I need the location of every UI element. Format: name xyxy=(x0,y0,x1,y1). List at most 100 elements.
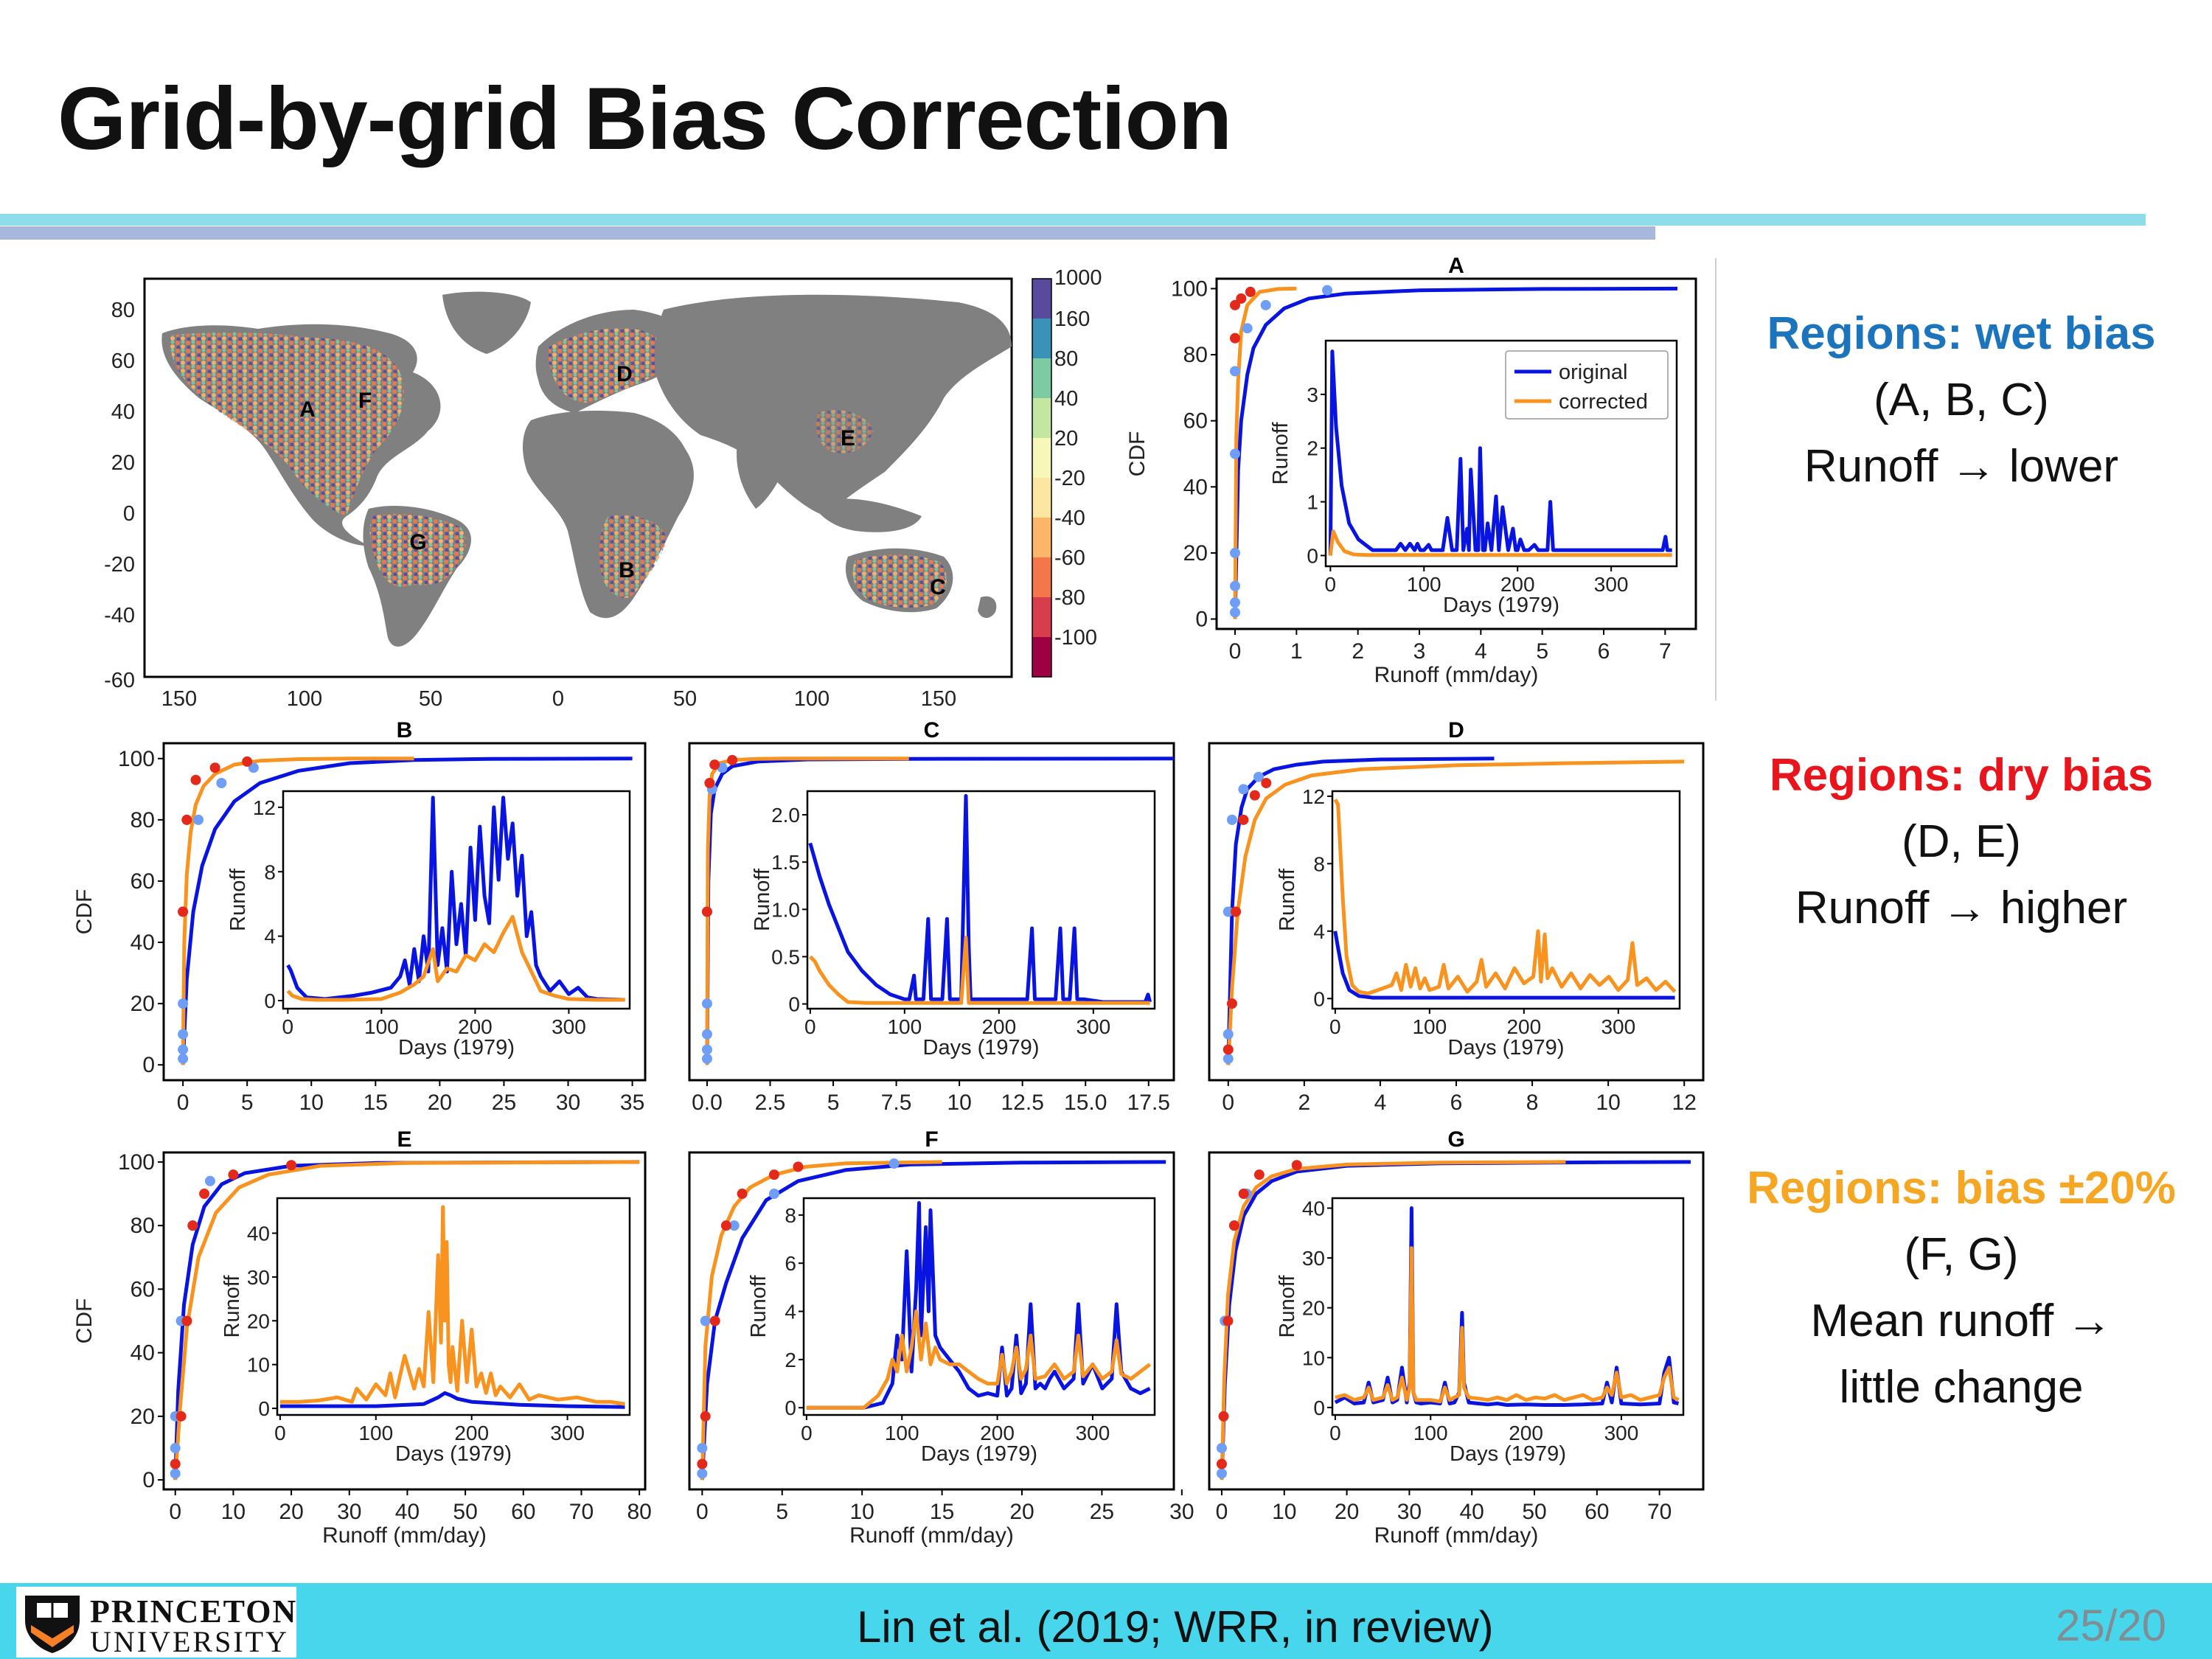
chart-title: G xyxy=(1447,1127,1464,1152)
x-tick-label: 10 xyxy=(299,1091,324,1115)
world-map: A F D E G B C 80 60 40 20 0 -20 -40 -60 … xyxy=(104,266,1102,711)
cdf-corrected-point xyxy=(727,754,738,765)
map-label-d: D xyxy=(616,362,633,386)
inset-frame xyxy=(1331,1197,1685,1416)
cdf-corrected-point xyxy=(1230,299,1240,310)
x-axis-label: Runoff (mm/day) xyxy=(849,1523,1014,1548)
y-tick-label: 100 xyxy=(118,1150,155,1175)
x-tick-label: 30 xyxy=(337,1500,361,1524)
cdf-corrected-line xyxy=(181,757,414,1065)
cdf-original-point xyxy=(1260,299,1271,310)
cdf-original-point xyxy=(178,1044,189,1055)
cdf-original-point xyxy=(1226,814,1237,825)
inset-y-tick-label: 0 xyxy=(1307,544,1318,567)
x-tick-label: 10 xyxy=(849,1500,874,1524)
inset-x-tick-label: 100 xyxy=(364,1015,399,1038)
map-label-c: C xyxy=(930,575,946,599)
map-label-b: B xyxy=(619,558,635,582)
inset-y-tick-label: 10 xyxy=(247,1354,270,1377)
inset-x-tick-label: 0 xyxy=(282,1015,294,1038)
map-label-f: F xyxy=(358,389,372,413)
colorbar-segment xyxy=(1032,279,1051,319)
cdf-corrected-point xyxy=(181,1315,192,1326)
y-tick-label: 80 xyxy=(131,808,155,832)
x-tick-label: 20 xyxy=(1335,1500,1359,1524)
y-tick-label: 0 xyxy=(1195,608,1208,632)
x-axis-label: Runoff (mm/day) xyxy=(1374,1523,1539,1548)
inset-y-tick-label: 2 xyxy=(1307,437,1318,460)
legend-original-label: original xyxy=(1559,361,1628,384)
y-axis-label: CDF xyxy=(72,889,97,935)
inset-original-series xyxy=(279,1391,625,1409)
cdf-corrected-point xyxy=(1216,1458,1227,1470)
inset-y-tick-label: 1.0 xyxy=(771,898,800,921)
inset-y-tick-label: 40 xyxy=(1302,1197,1325,1220)
x-tick-label: 0 xyxy=(1222,1091,1234,1115)
inset-x-tick-label: 0 xyxy=(804,1015,816,1038)
inset-x-tick-label: 300 xyxy=(1076,1015,1110,1038)
note-wet-bias: Regions: wet bias (A, B, C) Runoff → low… xyxy=(1725,301,2197,500)
cdf-corrected-point xyxy=(720,1220,731,1231)
inset-y-tick-label: 20 xyxy=(247,1310,270,1332)
inset-y-tick-label: 12 xyxy=(1302,785,1325,808)
cdf-corrected-point xyxy=(1291,1160,1302,1171)
inset-y-tick-label: 30 xyxy=(1302,1247,1325,1270)
cdf-corrected-point xyxy=(709,1315,720,1326)
inset-original-series xyxy=(1333,931,1675,1000)
cdf-original-point xyxy=(204,1175,215,1186)
cdf-original-line xyxy=(700,1160,1166,1481)
cdf-original-point xyxy=(1222,1029,1234,1040)
colorbar-label: 1000 xyxy=(1054,266,1102,290)
title-underline-bar xyxy=(0,214,2146,226)
inset-frame xyxy=(282,790,631,1010)
cdf-original-point xyxy=(1238,784,1249,795)
note-small-bias: Regions: bias ±20% (F, G) Mean runoff → … xyxy=(1725,1155,2197,1421)
cdf-corrected-point xyxy=(1226,998,1237,1009)
cdf-corrected-point xyxy=(178,906,189,917)
cdf-original-point xyxy=(170,1468,181,1479)
x-tick-label: 10 xyxy=(1272,1500,1296,1524)
inset-y-tick-label: 8 xyxy=(785,1204,796,1227)
cdf-corrected-point xyxy=(737,1189,748,1200)
inset-y-tick-label: 3 xyxy=(1307,383,1318,406)
inset-x-axis-label: Days (1979) xyxy=(921,1442,1037,1466)
cdf-original-point xyxy=(1230,607,1240,618)
map-label-g: G xyxy=(409,530,426,554)
inset-y-axis-label: Runoff xyxy=(1276,868,1299,931)
chart-d: D 0 2 4 6 8 10 12 0 100 200 300 0 4 8 12 Days (1979) Runo… xyxy=(1208,718,1705,1115)
inset-x-tick-label: 300 xyxy=(1594,573,1629,596)
chart-c: C 0.0 2.5 5 7.5 10 12.5 15.0 17.5 0 100 200 300 0 0.5 1… xyxy=(688,718,1175,1115)
inset-y-tick-label: 1 xyxy=(1307,491,1318,514)
x-tick-label: 50 xyxy=(1522,1500,1546,1524)
colorbar-segment xyxy=(1032,319,1051,358)
inset-y-tick-label: 12 xyxy=(253,796,276,819)
x-tick-label: 25 xyxy=(492,1091,516,1115)
inset-frame xyxy=(1331,790,1681,1010)
map-label-a: A xyxy=(299,397,316,422)
cdf-corrected-point xyxy=(1228,1220,1239,1231)
logo-word-princeton: PRINCETON xyxy=(90,1593,298,1630)
y-tick-label: 40 xyxy=(131,1341,155,1366)
inset-x-tick-label: 0 xyxy=(1329,1422,1341,1444)
cdf-corrected-line xyxy=(173,1160,640,1481)
x-tick-label: 20 xyxy=(1009,1500,1034,1524)
map-x-tick: 100 xyxy=(287,687,322,711)
cdf-original-point xyxy=(1230,547,1240,558)
y-tick-label: 20 xyxy=(1183,541,1208,566)
inset-corrected-series xyxy=(1335,1246,1680,1404)
cdf-original-point xyxy=(700,1315,711,1326)
cdf-original-point xyxy=(178,1053,189,1064)
citation: Lin et al. (2019; WRR, in review) xyxy=(857,1602,1494,1652)
inset-corrected-series xyxy=(1328,529,1672,557)
x-tick-label: 3 xyxy=(1413,639,1426,664)
inset-y-tick-label: 2 xyxy=(785,1349,796,1371)
x-tick-label: 12.5 xyxy=(1001,1091,1043,1115)
inset-y-tick-label: 2.0 xyxy=(771,804,800,827)
x-tick-label: 10 xyxy=(221,1500,246,1524)
x-tick-label: 40 xyxy=(1460,1500,1484,1524)
chart-title: F xyxy=(925,1127,938,1152)
cdf-corrected-point xyxy=(768,1169,779,1180)
land-africa-dots xyxy=(599,515,667,598)
